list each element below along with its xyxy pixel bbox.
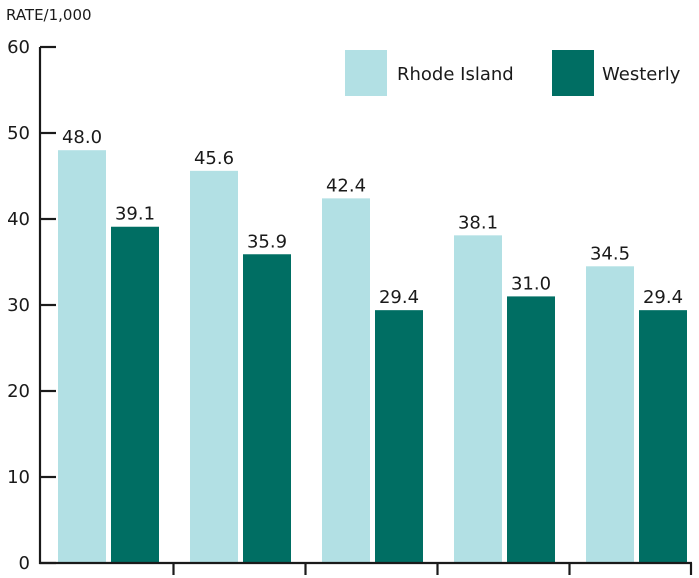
- legend-label: Rhode Island: [397, 64, 514, 85]
- y-axis: 0 10 20 30 40 50 60: [7, 37, 56, 574]
- y-tick-label: 30: [7, 295, 30, 316]
- y-tick-label: 50: [7, 123, 30, 144]
- data-label: 45.6: [194, 148, 234, 169]
- y-tick-label: 20: [7, 381, 30, 402]
- data-label: 35.9: [247, 231, 287, 252]
- data-label: 29.4: [643, 287, 683, 308]
- bar-westerly: [639, 310, 687, 563]
- data-label: 39.1: [115, 204, 155, 225]
- y-tick-label: 10: [7, 467, 30, 488]
- y-tick-label: 60: [7, 37, 30, 58]
- bar-rhode-island: [586, 266, 634, 563]
- bar-rhode-island: [322, 198, 370, 564]
- data-label: 29.4: [379, 287, 419, 308]
- bars-group: [58, 150, 687, 564]
- legend-label: Westerly: [602, 64, 681, 85]
- bar-westerly: [507, 296, 555, 563]
- legend-swatch-westerly: [552, 50, 594, 96]
- bar-rhode-island: [58, 150, 106, 563]
- legend-swatch-rhode-island: [345, 50, 387, 96]
- bar-westerly: [243, 254, 291, 563]
- bar-rhode-island: [454, 235, 502, 563]
- data-label: 38.1: [458, 212, 498, 233]
- y-tick-label: 0: [19, 553, 30, 574]
- x-axis: [39, 561, 693, 575]
- bar-westerly: [111, 226, 159, 564]
- y-axis-label: RATE/1,000: [6, 6, 92, 24]
- data-labels-group: 48.0 39.1 45.6 35.9 42.4 29.4 38.1 31.0 34.5 29.4: [62, 127, 683, 308]
- bar-westerly: [375, 310, 423, 563]
- data-label: 34.5: [590, 243, 630, 264]
- data-label: 31.0: [511, 273, 551, 294]
- data-label: 48.0: [62, 127, 102, 148]
- y-tick-label: 40: [7, 209, 30, 230]
- data-label: 42.4: [326, 175, 366, 196]
- bar-rhode-island: [190, 170, 238, 563]
- legend: Rhode Island Westerly: [345, 50, 681, 96]
